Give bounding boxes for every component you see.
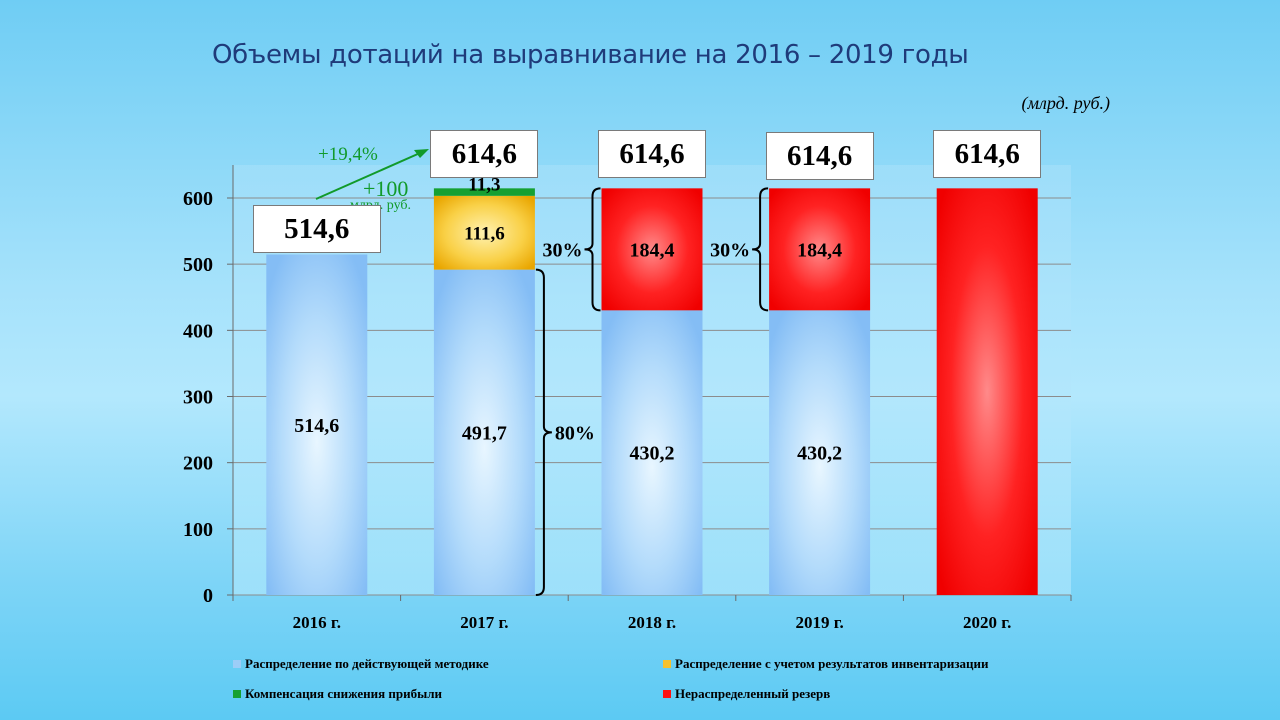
total-value-box: 614,6 bbox=[933, 130, 1042, 178]
share-80-label: 80% bbox=[555, 422, 595, 444]
y-tick-label: 200 bbox=[183, 453, 213, 475]
share-30-label: 30% bbox=[543, 239, 583, 261]
growth-arrowhead bbox=[414, 149, 429, 158]
legend-swatch bbox=[663, 660, 671, 668]
total-value-box: 514,6 bbox=[252, 205, 381, 253]
bracket-brace bbox=[752, 187, 769, 312]
bracket-brace bbox=[584, 187, 601, 312]
y-tick-label: 500 bbox=[183, 254, 213, 276]
y-tick-label: 600 bbox=[183, 188, 213, 210]
legend-label: Компенсация снижения прибыли bbox=[245, 686, 443, 701]
legend-label: Нераспределенный резерв bbox=[675, 686, 831, 701]
bar-segment bbox=[433, 188, 535, 196]
data-label: 111,6 bbox=[464, 224, 505, 245]
x-tick-label: 2020 г. bbox=[963, 613, 1011, 632]
data-label: 430,2 bbox=[797, 443, 842, 465]
growth-arrow bbox=[315, 152, 421, 200]
chart-title: Объемы дотаций на выравнивание на 2016 –… bbox=[212, 40, 969, 70]
x-tick-label: 2017 г. bbox=[460, 613, 508, 632]
total-value-box: 614,6 bbox=[430, 130, 539, 178]
y-tick-label: 100 bbox=[183, 519, 213, 541]
bar-segment bbox=[266, 254, 368, 595]
legend-item: Распределение по действующей методике bbox=[233, 656, 489, 672]
growth-amount-label: +100 bbox=[363, 176, 408, 201]
bar-segment bbox=[936, 188, 1038, 595]
bracket-brace bbox=[535, 268, 552, 596]
growth-percent-label: +19,4% bbox=[318, 144, 378, 165]
legend-item: Распределение с учетом результатов инвен… bbox=[663, 656, 989, 672]
legend-item: Нераспределенный резерв bbox=[663, 686, 830, 702]
y-tick-label: 300 bbox=[183, 387, 213, 409]
legend-label: Распределение с учетом результатов инвен… bbox=[675, 656, 989, 671]
data-label: 491,7 bbox=[462, 422, 507, 444]
y-tick-label: 0 bbox=[203, 585, 213, 607]
x-tick-label: 2016 г. bbox=[293, 613, 341, 632]
data-label: 430,2 bbox=[630, 443, 675, 465]
x-tick-label: 2018 г. bbox=[628, 613, 676, 632]
data-label: 184,4 bbox=[630, 239, 675, 261]
bar-segment bbox=[601, 310, 703, 595]
share-30-label: 30% bbox=[710, 239, 750, 261]
bar-segment bbox=[433, 269, 535, 595]
bar-segment bbox=[601, 188, 703, 311]
x-tick-label: 2019 г. bbox=[795, 613, 843, 632]
legend-swatch bbox=[233, 660, 241, 668]
legend-label: Распределение по действующей методике bbox=[245, 656, 489, 671]
legend-item: Компенсация снижения прибыли bbox=[233, 686, 442, 702]
data-label: 11,3 bbox=[468, 174, 500, 195]
legend-swatch bbox=[233, 690, 241, 698]
total-value-box: 614,6 bbox=[598, 130, 706, 178]
y-tick-label: 400 bbox=[183, 320, 213, 342]
data-label: 184,4 bbox=[797, 239, 842, 261]
bar-segment bbox=[433, 195, 535, 270]
legend-swatch bbox=[663, 690, 671, 698]
bar-segment bbox=[769, 188, 871, 311]
data-label: 514,6 bbox=[294, 415, 339, 437]
total-value-box: 614,6 bbox=[765, 132, 874, 180]
unit-note: (млрд. руб.) bbox=[1021, 93, 1111, 113]
bar-segment bbox=[769, 310, 871, 595]
